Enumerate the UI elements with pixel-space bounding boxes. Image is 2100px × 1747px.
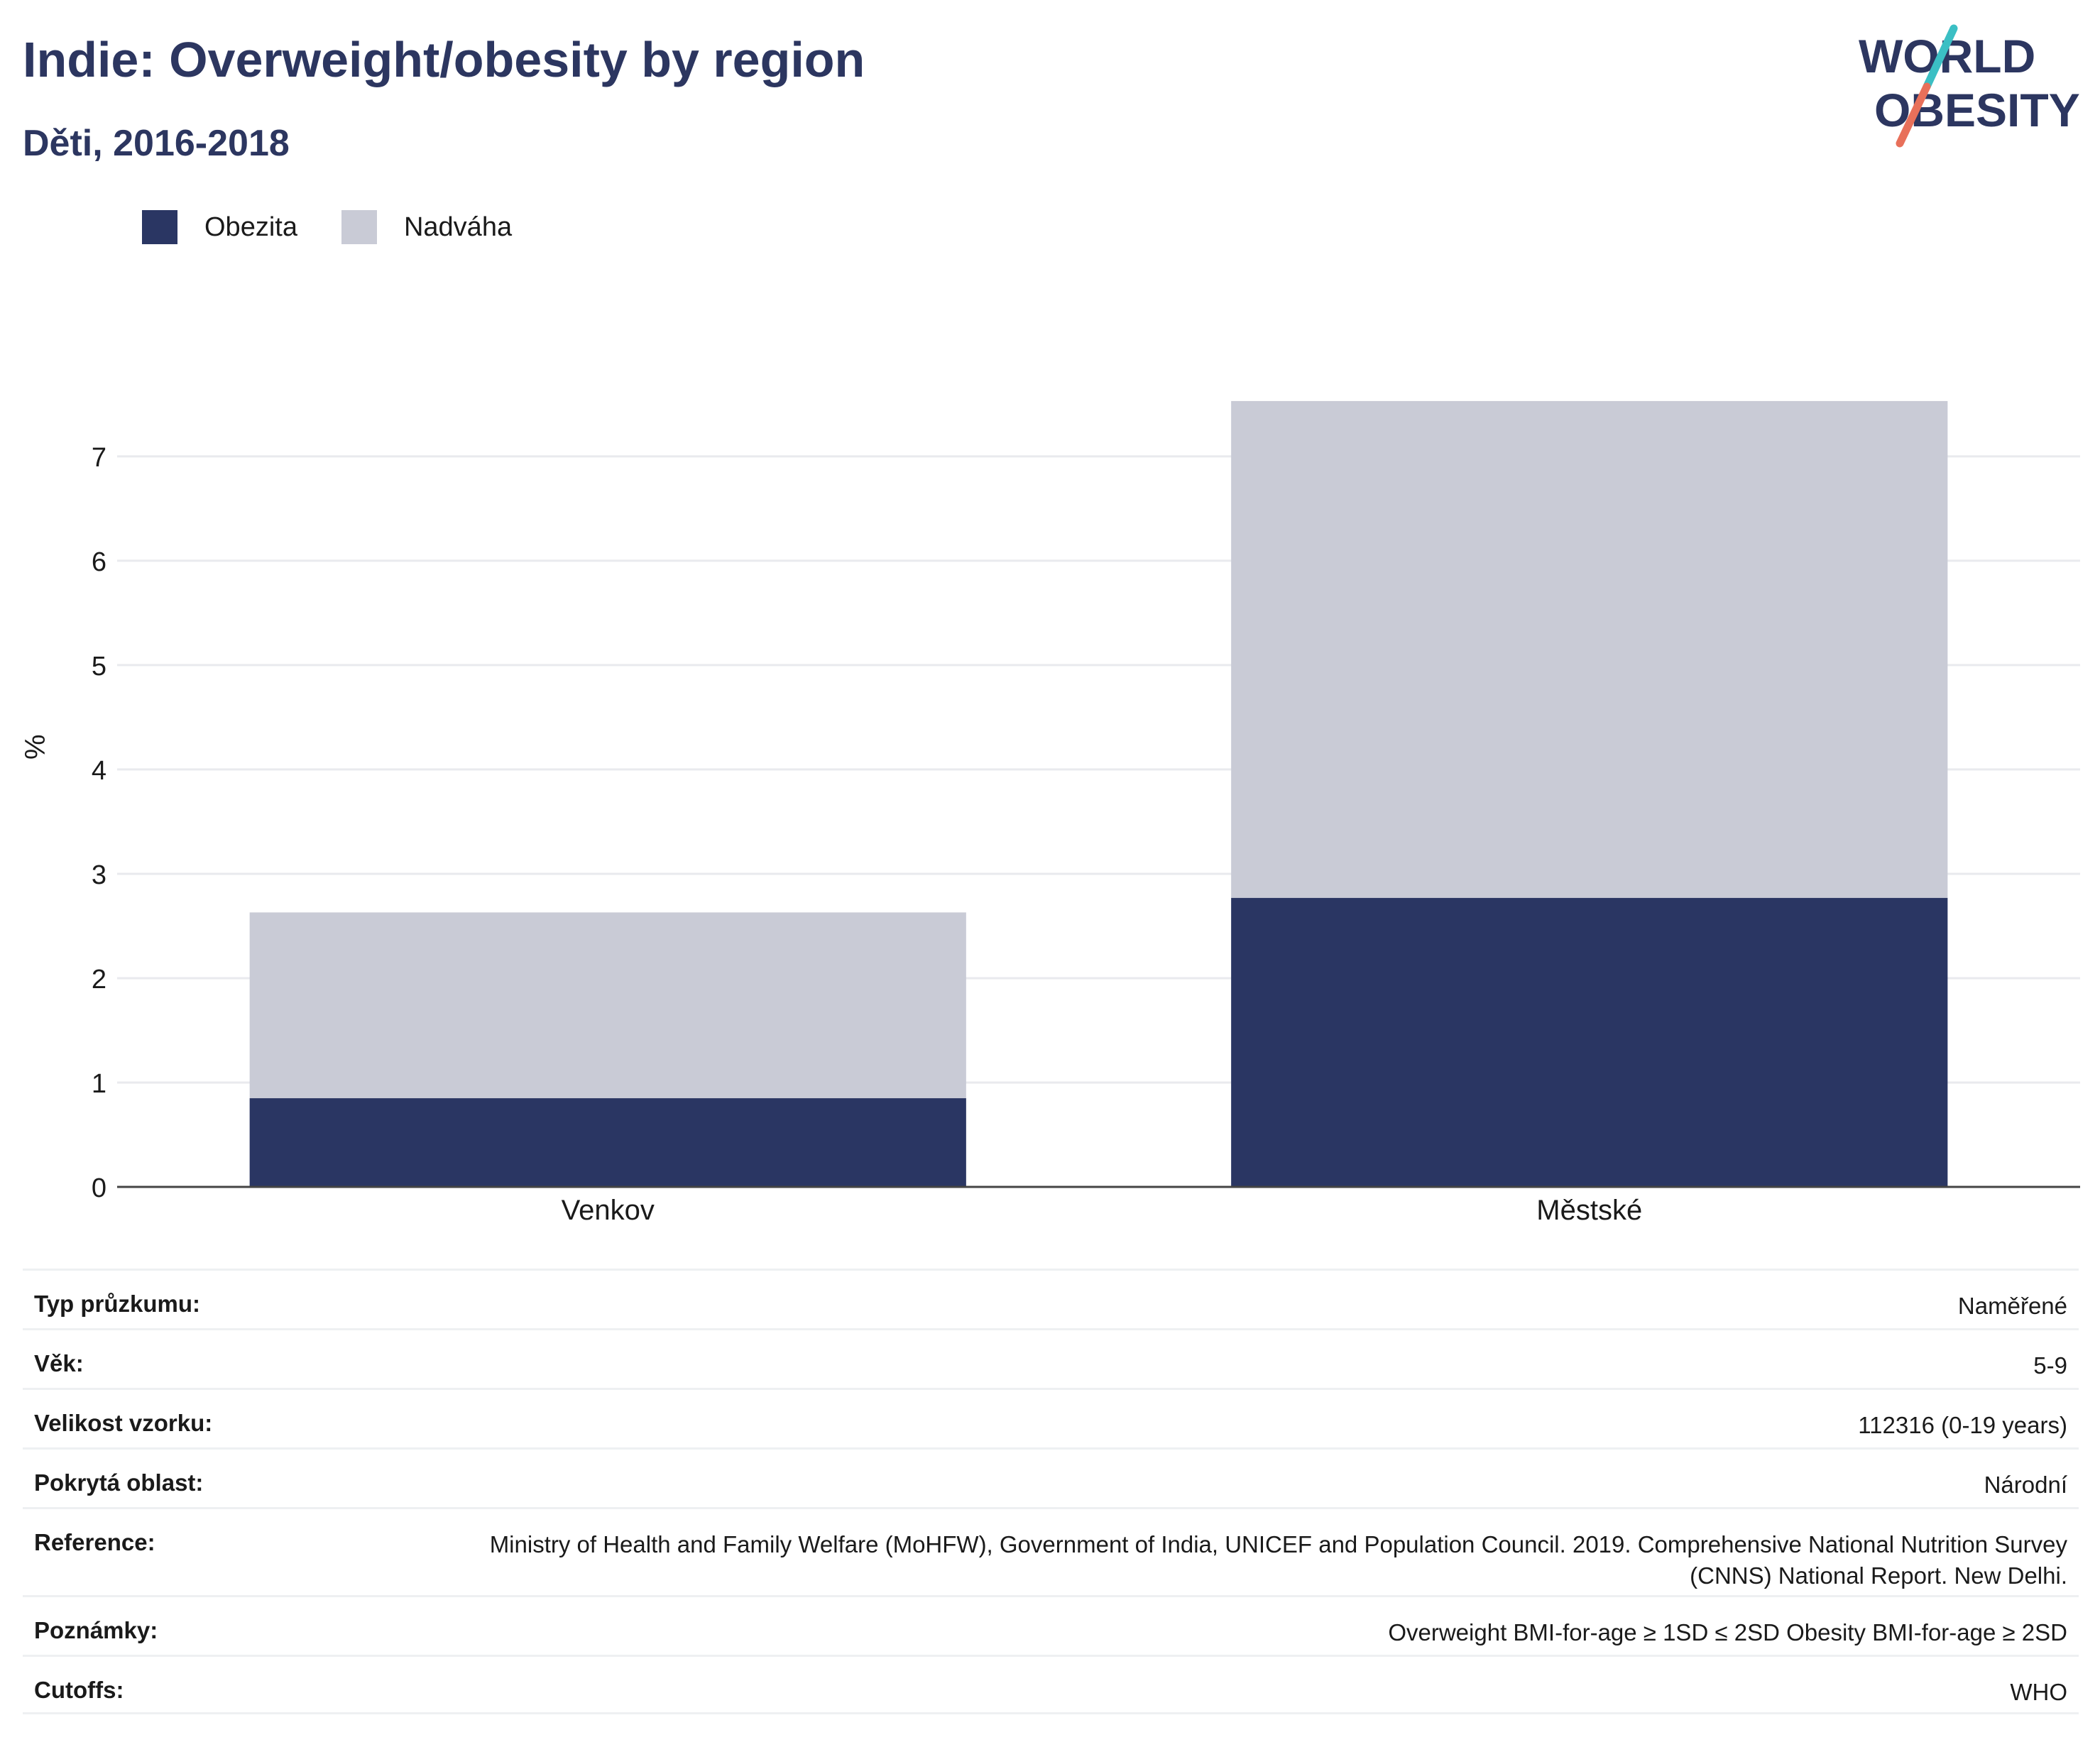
meta-row-reference: Reference: Ministry of Health and Family… — [23, 1507, 2079, 1595]
bar-obezita-0 — [249, 1098, 966, 1187]
meta-value: 5-9 — [2033, 1352, 2067, 1379]
legend-swatch-nadvaha — [341, 210, 377, 244]
x-tick-label: Městské — [1536, 1195, 1642, 1226]
meta-value: WHO — [2010, 1679, 2067, 1705]
meta-value: Overweight BMI-for-age ≥ 1SD ≤ 2SD Obesi… — [1388, 1619, 2067, 1645]
y-tick-label: 0 — [92, 1173, 106, 1203]
meta-row-sample-size: Velikost vzorku: 112316 (0-19 years) — [23, 1388, 2079, 1447]
legend-item-obezita[interactable]: Obezita — [142, 210, 297, 244]
chart-legend: Obezita Nadváha — [142, 210, 556, 244]
meta-label: Typ průzkumu: — [34, 1291, 201, 1317]
meta-value: Národní — [1984, 1472, 2067, 1498]
survey-metadata-table: Typ průzkumu: Naměřené Věk: 5-9 Velikost… — [23, 1269, 2079, 1714]
chart-subtitle: Děti, 2016-2018 — [23, 123, 290, 164]
meta-label: Poznámky: — [34, 1617, 158, 1643]
meta-label: Věk: — [34, 1350, 84, 1376]
meta-row-coverage: Pokrytá oblast: Národní — [23, 1447, 2079, 1507]
y-tick-label: 3 — [92, 860, 106, 890]
bar-nadváha-0 — [249, 912, 966, 1099]
x-tick-label: Venkov — [562, 1195, 655, 1226]
y-tick-label: 6 — [92, 547, 106, 577]
bar-obezita-1 — [1231, 897, 1948, 1187]
meta-value: Naměřené — [1957, 1293, 2067, 1319]
legend-label-obezita: Obezita — [204, 212, 297, 242]
stacked-bar-chart: 0 1 2 3 4 5 6 7 Venkov Městské — [92, 400, 2080, 1226]
chart-title: Indie: Overweight/obesity by region — [23, 32, 865, 87]
y-tick-label: 2 — [92, 965, 106, 995]
meta-row-age: Věk: 5-9 — [23, 1328, 2079, 1388]
meta-label: Pokrytá oblast: — [34, 1469, 204, 1496]
meta-row-survey-type: Typ průzkumu: Naměřené — [23, 1269, 2079, 1328]
meta-label: Cutoffs: — [34, 1677, 124, 1703]
meta-row-notes: Poznámky: Overweight BMI-for-age ≥ 1SD ≤… — [23, 1595, 2079, 1655]
y-tick-label: 1 — [92, 1069, 106, 1099]
world-obesity-logo: WORLD OBESITY — [1859, 24, 2080, 148]
y-tick-label: 4 — [92, 756, 106, 786]
legend-swatch-obezita — [142, 210, 177, 244]
meta-label: Velikost vzorku: — [34, 1410, 213, 1436]
y-tick-label: 5 — [92, 652, 106, 681]
y-tick-label: 7 — [92, 443, 106, 473]
meta-row-cutoffs: Cutoffs: WHO — [23, 1655, 2079, 1714]
bar-nadváha-1 — [1231, 400, 1948, 898]
legend-label-nadvaha: Nadváha — [403, 212, 513, 242]
legend-item-nadvaha[interactable]: Nadváha — [341, 210, 512, 244]
meta-value: Ministry of Health and Family Welfare (M… — [489, 1531, 2067, 1589]
meta-label: Reference: — [34, 1529, 155, 1555]
meta-value: 112316 (0-19 years) — [1858, 1412, 2067, 1438]
